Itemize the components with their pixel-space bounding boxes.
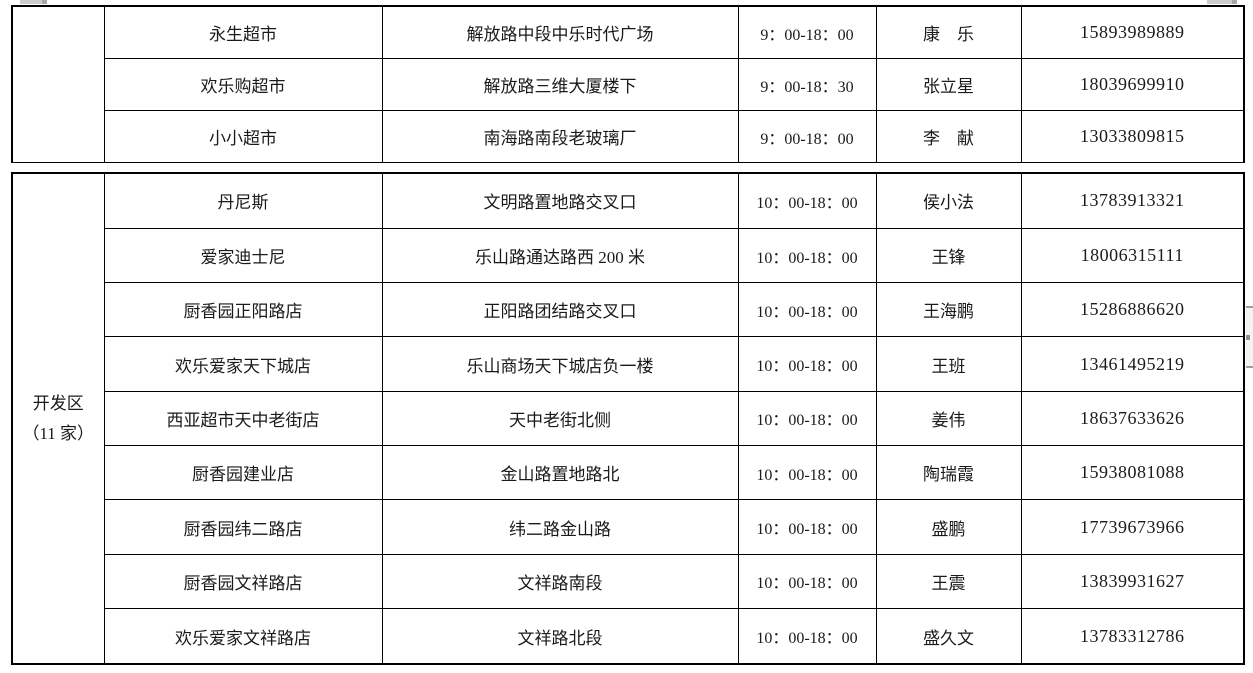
table-row: 永生超市 解放路中段中乐时代广场 9：00-18：00 康 乐 15893989889 [11,5,1245,163]
cell-contact: 王海鹏 [875,282,1022,338]
table-row: 欢乐购超市 解放路三维大厦楼下 9：00-18：30 张立星 18039699910 [12,58,1245,112]
cell-phone: 13839931627 [1020,553,1245,610]
cell-contact: 李 献 [875,110,1022,163]
table-row: 西亚超市天中老街店 天中老街北侧 10：00-18：00 姜伟 18637633626 [12,390,1245,447]
table-row: 厨香园文祥路店 文祥路南段 10：00-18：00 王震 13839931627 [12,553,1245,610]
cell-store: 小小超市 [103,110,383,163]
table-row: 厨香园建业店 金山路置地路北 10：00-18：00 陶瑞霞 15938081088 [12,445,1245,501]
cell-address: 文明路置地路交叉口 [381,172,739,229]
cell-store: 爱家迪士尼 [103,227,383,284]
region-cell [11,5,105,163]
cell-phone: 15938081088 [1020,445,1245,501]
table-row: 厨香园正阳路店 正阳路团结路交叉口 10：00-18：00 王海鹏 1528688662… [12,282,1245,338]
cell-phone: 13033809815 [1020,110,1245,163]
cell-store: 欢乐爱家文祥路店 [103,608,383,665]
table-row: 欢乐爱家天下城店 乐山商场天下城店负一楼 10：00-18：00 王班 13461495… [12,336,1245,392]
cell-store: 永生超市 [103,5,383,60]
region-label-line: （11 家） [22,423,95,443]
cell-contact: 陶瑞霞 [875,445,1022,501]
cell-hours: 9：00-18：00 [737,110,877,163]
cell-address: 纬二路金山路 [381,499,739,555]
cell-phone: 15893989889 [1020,5,1245,60]
scrollbar-thumb-mark [1246,335,1250,340]
table-row: 开发区 （11 家） 丹尼斯 文明路置地路交叉口 10：00-18：00 侯小法 13783… [11,172,1245,665]
cell-hours: 10：00-18：00 [737,282,877,338]
cell-contact: 姜伟 [875,390,1022,447]
cell-store: 厨香园文祥路店 [103,553,383,610]
cell-hours: 10：00-18：00 [737,608,877,665]
cell-hours: 10：00-18：00 [737,445,877,501]
vertical-scrollbar-fragment[interactable] [1246,306,1253,368]
cell-phone: 18637633626 [1020,390,1245,447]
cell-address: 乐山商场天下城店负一楼 [381,336,739,392]
cell-contact: 王震 [875,553,1022,610]
cell-phone: 13783913321 [1020,172,1245,229]
cell-hours: 10：00-18：00 [737,499,877,555]
cell-store: 厨香园正阳路店 [103,282,383,338]
scrollbar-fragment-top-left [20,0,47,4]
scrollbar-fragment-end [1232,0,1237,4]
table-row: 厨香园纬二路店 纬二路金山路 10：00-18：00 盛鹏 17739673966 [12,499,1245,555]
cell-contact: 张立星 [875,58,1022,112]
cell-hours: 10：00-18：00 [737,336,877,392]
cell-address: 文祥路北段 [381,608,739,665]
table-row: 欢乐爱家文祥路店 文祥路北段 10：00-18：00 盛久文 13783312786 [12,608,1245,665]
cell-contact: 盛鹏 [875,499,1022,555]
cell-address: 解放路三维大厦楼下 [381,58,739,112]
cell-contact: 康 乐 [875,5,1022,60]
cell-hours: 10：00-18：00 [737,553,877,610]
cell-phone: 18006315111 [1020,227,1245,284]
store-table-section-upper: 永生超市 解放路中段中乐时代广场 9：00-18：00 康 乐 15893989889 欢… [11,5,1245,163]
cell-address: 乐山路通达路西 200 米 [381,227,739,284]
cell-address: 正阳路团结路交叉口 [381,282,739,338]
cell-address: 文祥路南段 [381,553,739,610]
cell-contact: 王班 [875,336,1022,392]
cell-store: 欢乐爱家天下城店 [103,336,383,392]
region-label-line: 开发区 [32,393,84,413]
cell-address: 天中老街北侧 [381,390,739,447]
cell-store: 丹尼斯 [103,172,383,229]
cell-contact: 王锋 [875,227,1022,284]
cell-phone: 13783312786 [1020,608,1245,665]
region-cell: 开发区 （11 家） [11,172,105,665]
table-row: 爱家迪士尼 乐山路通达路西 200 米 10：00-18：00 王锋 180063151… [12,227,1245,284]
cell-hours: 10：00-18：00 [737,172,877,229]
cell-phone: 13461495219 [1020,336,1245,392]
cell-hours: 9：00-18：00 [737,5,877,60]
cell-store: 厨香园纬二路店 [103,499,383,555]
cell-phone: 18039699910 [1020,58,1245,112]
scrollbar-fragment-end [42,0,47,4]
store-table-section-kaifaqu: 开发区 （11 家） 丹尼斯 文明路置地路交叉口 10：00-18：00 侯小法 13783… [11,172,1245,665]
cell-hours: 9：00-18：30 [737,58,877,112]
cell-store: 欢乐购超市 [103,58,383,112]
cell-hours: 10：00-18：00 [737,227,877,284]
cell-contact: 盛久文 [875,608,1022,665]
cell-contact: 侯小法 [875,172,1022,229]
cell-hours: 10：00-18：00 [737,390,877,447]
table-row: 小小超市 南海路南段老玻璃厂 9：00-18：00 李 献 13033809815 [12,110,1245,163]
cell-phone: 17739673966 [1020,499,1245,555]
cell-store: 厨香园建业店 [103,445,383,501]
cell-address: 解放路中段中乐时代广场 [381,5,739,60]
cell-store: 西亚超市天中老街店 [103,390,383,447]
scrollbar-fragment-top-right [1207,0,1237,4]
cell-phone: 15286886620 [1020,282,1245,338]
cell-address: 南海路南段老玻璃厂 [381,110,739,163]
cell-address: 金山路置地路北 [381,445,739,501]
